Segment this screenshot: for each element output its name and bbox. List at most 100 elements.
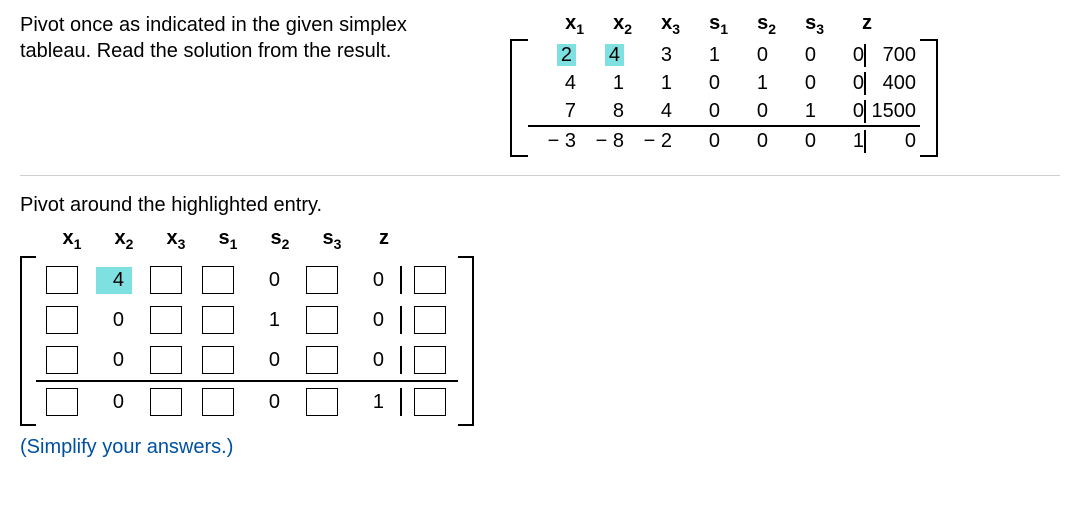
- given-tableau: x1 x2 x3 s1 s2 s3 z 24310007004110100400…: [510, 12, 938, 157]
- answer-cell: [140, 346, 192, 374]
- col2-s2: s2: [254, 227, 306, 252]
- col-s1: s1: [680, 12, 728, 37]
- answer-row: 0 0 1: [36, 380, 458, 422]
- answer-input[interactable]: [306, 306, 338, 334]
- answer-cell: [400, 388, 458, 416]
- answer-cell: [296, 266, 348, 294]
- answer-input[interactable]: [414, 346, 446, 374]
- tableau-cell: − 3: [528, 130, 576, 153]
- answer-input[interactable]: [150, 388, 182, 416]
- prefilled-value: 1: [364, 391, 384, 414]
- answer-input[interactable]: [306, 266, 338, 294]
- tableau-cell: 0: [720, 100, 768, 123]
- answer-input[interactable]: [46, 306, 78, 334]
- answer-cell: 0: [348, 349, 400, 372]
- answer-cell: [140, 306, 192, 334]
- pivot-instruction: Pivot around the highlighted entry.: [20, 194, 1060, 217]
- tableau-cell: 0: [768, 72, 816, 95]
- answer-input[interactable]: [150, 346, 182, 374]
- tableau-cell: 1: [576, 72, 624, 95]
- tableau-row: 78400101500: [528, 97, 920, 125]
- tableau-cell: 1: [624, 72, 672, 95]
- tableau-cell: 4: [528, 72, 576, 95]
- answer-cell: 1: [348, 391, 400, 414]
- answer-cell: [36, 346, 88, 374]
- tableau-cell: 0: [672, 72, 720, 95]
- tableau-cell: 3: [624, 44, 672, 67]
- answer-tableau: x1 x2 x3 s1 s2 s3 z 400010000001: [20, 227, 474, 426]
- prefilled-value: 0: [104, 391, 124, 414]
- answer-cell: [400, 266, 458, 294]
- answer-row: 0 1 0: [36, 300, 458, 340]
- answer-input[interactable]: [414, 306, 446, 334]
- tableau-headers: x1 x2 x3 s1 s2 s3 z: [536, 12, 938, 37]
- tableau-row: 4110100400: [528, 69, 920, 97]
- col2-x1: x1: [46, 227, 98, 252]
- answer-cell: [36, 388, 88, 416]
- answer-input[interactable]: [150, 306, 182, 334]
- prefilled-value: 0: [364, 269, 384, 292]
- answer-cell: 0: [244, 269, 296, 292]
- answer-cell: 0: [348, 309, 400, 332]
- answer-cell: [296, 306, 348, 334]
- answer-input[interactable]: [202, 388, 234, 416]
- col2-x3: x3: [150, 227, 202, 252]
- tableau-cell: 0: [720, 44, 768, 67]
- answer-cell: 0: [244, 391, 296, 414]
- answer-cell: [36, 266, 88, 294]
- tableau-cell: − 8: [576, 130, 624, 153]
- problem-prompt: Pivot once as indicated in the given sim…: [20, 12, 480, 64]
- left-bracket-2: [20, 256, 36, 426]
- answer-cell: [140, 266, 192, 294]
- answer-cell: 0: [244, 349, 296, 372]
- answer-row: 400: [36, 260, 458, 300]
- answer-input[interactable]: [414, 266, 446, 294]
- answer-cell: 0: [348, 269, 400, 292]
- col-s3: s3: [776, 12, 824, 37]
- section-divider: [20, 175, 1060, 176]
- answer-input[interactable]: [414, 388, 446, 416]
- answer-cell: 0: [88, 309, 140, 332]
- tableau-cell: − 2: [624, 130, 672, 153]
- tableau-cell: 4: [624, 100, 672, 123]
- answer-input[interactable]: [202, 306, 234, 334]
- answer-cell: [36, 306, 88, 334]
- tableau-rhs: 0: [864, 130, 920, 153]
- answer-cell: [192, 266, 244, 294]
- tableau-cell: 2: [528, 44, 576, 67]
- tableau-cell: 0: [672, 130, 720, 153]
- tableau-row: − 3− 8− 200010: [528, 125, 920, 155]
- col2-rhs: [410, 227, 466, 252]
- answer-input[interactable]: [202, 266, 234, 294]
- col-x3: x3: [632, 12, 680, 37]
- tableau-cell: 1: [672, 44, 720, 67]
- tableau-rhs: 1500: [864, 100, 920, 123]
- prefilled-value: 0: [260, 269, 280, 292]
- prefilled-value: 0: [260, 391, 280, 414]
- tableau-row: 2431000700: [528, 41, 920, 69]
- answer-input[interactable]: [150, 266, 182, 294]
- answer-cell: [192, 388, 244, 416]
- tableau-cell: 0: [672, 100, 720, 123]
- tableau-cell: 1: [768, 100, 816, 123]
- col-s2: s2: [728, 12, 776, 37]
- answer-cell: [192, 346, 244, 374]
- answer-input[interactable]: [202, 346, 234, 374]
- answer-cell: 0: [88, 391, 140, 414]
- tableau-rhs: 700: [864, 44, 920, 67]
- left-bracket: [510, 39, 528, 157]
- answer-input[interactable]: [46, 266, 78, 294]
- col-rhs: [872, 12, 928, 37]
- tableau-cell: 0: [816, 72, 864, 95]
- prefilled-value: 0: [104, 349, 124, 372]
- answer-input[interactable]: [46, 388, 78, 416]
- answer-cell: 0: [88, 349, 140, 372]
- col2-s1: s1: [202, 227, 254, 252]
- answer-input[interactable]: [306, 388, 338, 416]
- answer-input[interactable]: [46, 346, 78, 374]
- answer-headers: x1 x2 x3 s1 s2 s3 z: [46, 227, 474, 252]
- prefilled-value: 1: [260, 309, 280, 332]
- right-bracket-2: [458, 256, 474, 426]
- col2-x2: x2: [98, 227, 150, 252]
- answer-input[interactable]: [306, 346, 338, 374]
